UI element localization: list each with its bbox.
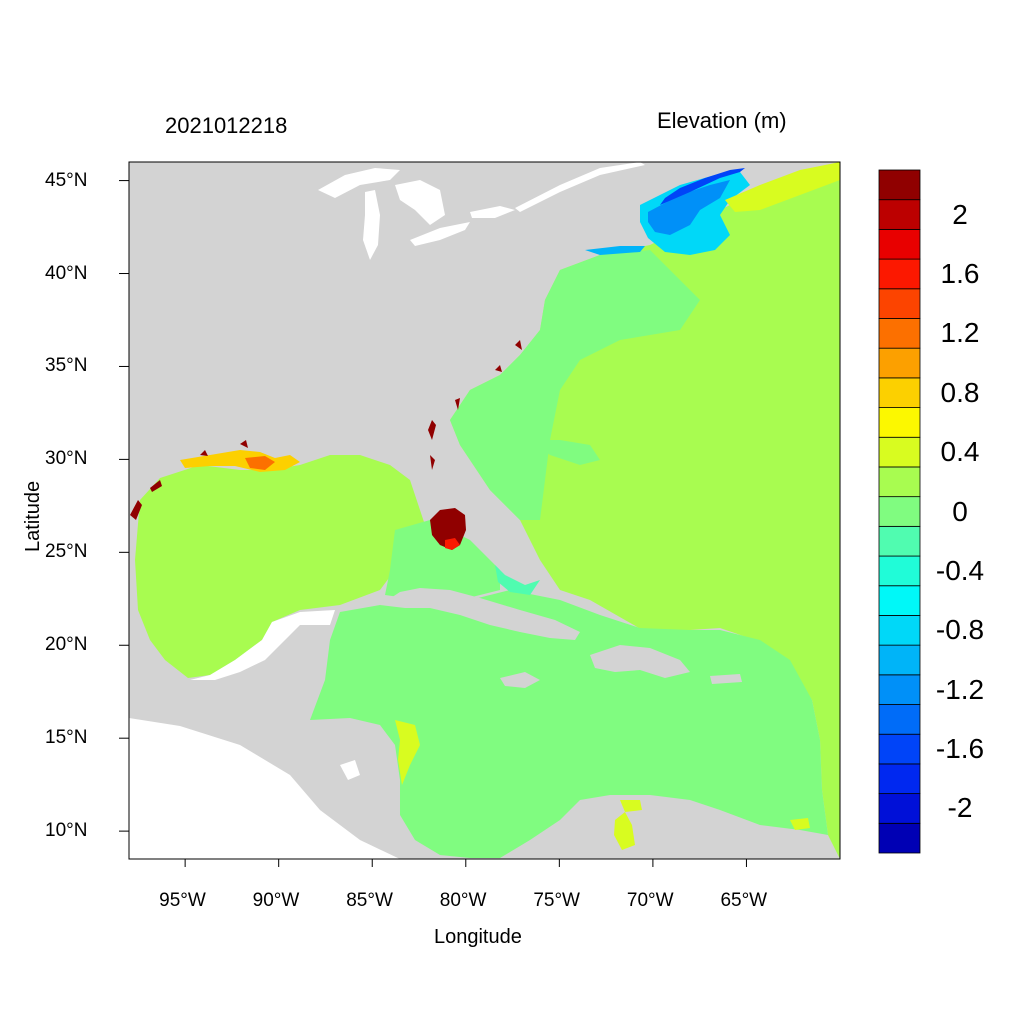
- lake-huron: [395, 180, 445, 225]
- colorbar-label: -1.2: [935, 673, 985, 705]
- y-tick-label: 10°N: [45, 820, 88, 842]
- hispaniola-island: [590, 645, 690, 678]
- lake-nicaragua: [340, 760, 360, 780]
- y-tick-label: 40°N: [45, 262, 88, 284]
- x-tick-label: 80°W: [439, 890, 487, 911]
- caribbean-sea: [310, 590, 828, 858]
- variable-title: Elevation (m): [657, 108, 787, 133]
- east-coast-shelf: [450, 250, 700, 520]
- colorbar-label: -1.6: [935, 733, 985, 765]
- gulf-of-mexico: [135, 455, 430, 678]
- colorbar-label: -0.8: [935, 614, 985, 646]
- colorbar-label: 1.6: [940, 257, 980, 289]
- lake-ontario: [470, 206, 515, 218]
- lake-erie: [410, 222, 470, 246]
- colorbar-swatch: [878, 407, 921, 438]
- colorbar-swatch: [878, 704, 921, 735]
- colorbar-swatch: [878, 228, 921, 260]
- colorbar-swatch: [878, 822, 921, 854]
- colorbar-label: -2: [947, 792, 973, 824]
- long-island-sound-low: [585, 246, 645, 255]
- colorbar-swatch: [878, 763, 921, 795]
- cuba-island: [380, 588, 580, 640]
- colorbar-swatch: [878, 555, 921, 587]
- colorbar-swatch: [878, 466, 921, 498]
- y-tick-label: 20°N: [45, 634, 88, 656]
- colorbar-label: 0.8: [940, 376, 980, 408]
- colorbar-swatch: [878, 169, 921, 201]
- jamaica-island: [500, 672, 540, 688]
- colorbar-swatch: [878, 318, 921, 349]
- colorbar-swatch: [878, 377, 921, 408]
- colorbar: [878, 169, 921, 854]
- y-tick-label: 30°N: [45, 448, 88, 470]
- st-lawrence-river: [515, 162, 645, 212]
- colorbar-swatch: [878, 525, 921, 557]
- yucatan-coast-band: [190, 610, 335, 680]
- louisiana-coast-peak: [245, 456, 275, 470]
- colorbar-swatch: [878, 644, 921, 676]
- x-tick-label: 65°W: [720, 890, 768, 911]
- axis-ticks: [119, 180, 747, 867]
- colorbar-swatch: [878, 436, 921, 468]
- florida-straits: [385, 520, 500, 600]
- colorbar-swatch: [878, 733, 921, 765]
- y-tick-label: 25°N: [45, 541, 88, 563]
- colorbar-swatch: [878, 615, 921, 646]
- y-tick-label: 45°N: [45, 169, 88, 191]
- colorbar-label: -0.4: [935, 554, 985, 586]
- colorbar-swatch: [878, 585, 921, 616]
- colorbar-swatch: [878, 258, 921, 290]
- gulf-of-maine-deepest: [660, 168, 745, 205]
- colorbar-swatch: [878, 288, 921, 319]
- colorbar-label: 2: [952, 198, 968, 230]
- x-tick-label: 70°W: [626, 890, 674, 911]
- y-tick-label: 15°N: [45, 727, 88, 749]
- x-tick-label: 95°W: [159, 890, 206, 911]
- y-tick-label: 35°N: [45, 355, 88, 377]
- nova-scotia-shelf: [725, 162, 840, 212]
- colorbar-label: 1.2: [940, 317, 980, 349]
- gulf-of-maine-deeper: [648, 180, 730, 235]
- colorbar-swatch: [878, 674, 921, 705]
- colorbar-swatch: [878, 793, 921, 824]
- x-axis-label: Longitude: [434, 926, 522, 948]
- louisiana-coast-surge: [180, 450, 300, 472]
- x-tick-label: 75°W: [533, 890, 580, 911]
- honduras-coast-high: [395, 720, 420, 785]
- puerto-rico-island: [710, 674, 742, 684]
- maracaibo-high: [614, 812, 635, 850]
- x-tick-label: 85°W: [346, 890, 393, 911]
- colorbar-swatch: [878, 199, 921, 230]
- map-layers: [129, 162, 840, 859]
- venezuela-coast-high: [620, 800, 810, 830]
- bahamas-shoal: [530, 440, 600, 465]
- colorbar-label: 0: [952, 495, 968, 527]
- lake-superior: [318, 168, 400, 198]
- plot-frame: [128, 161, 841, 860]
- florida-southwest-surge: [430, 508, 466, 550]
- date-title: 2021012218: [165, 113, 288, 138]
- florida-keys-surge: [445, 538, 460, 550]
- colorbar-label: 0.4: [940, 436, 980, 468]
- x-tick-label: 90°W: [252, 890, 300, 911]
- colorbar-swatch: [878, 347, 921, 379]
- pacific-ocean-edge: [129, 718, 400, 859]
- bahamas-banks: [495, 565, 540, 595]
- colorbar-swatch: [878, 496, 921, 527]
- lake-michigan: [363, 190, 380, 260]
